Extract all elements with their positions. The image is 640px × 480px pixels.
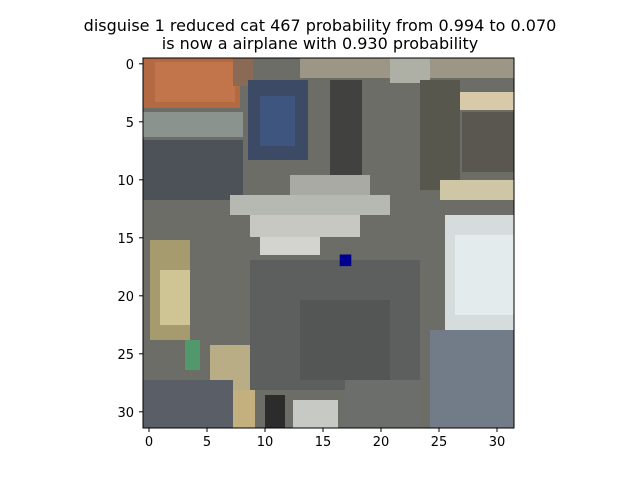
y-tick-label: 30: [117, 406, 134, 421]
y-tick-label: 10: [117, 174, 134, 189]
x-tick-label: 10: [257, 435, 274, 450]
figure-title-line-2: is now a airplane with 0.930 probability: [161, 34, 479, 53]
y-tick-label: 0: [126, 58, 134, 73]
y-tick-label: 15: [117, 232, 134, 247]
figure-title-line-1: disguise 1 reduced cat 467 probability f…: [83, 16, 557, 35]
y-tick-label: 25: [117, 348, 134, 363]
x-tick-label: 30: [489, 435, 506, 450]
y-axis: 0 5 10 15 20 25 30: [117, 58, 143, 421]
pixel-image: [143, 58, 514, 428]
image-frame: [142, 57, 515, 429]
x-axis: 0 5 10 15 20 25 30: [145, 428, 505, 450]
x-tick-label: 20: [373, 435, 390, 450]
x-tick-label: 5: [203, 435, 211, 450]
y-tick-label: 5: [126, 116, 134, 131]
x-tick-label: 0: [145, 435, 153, 450]
x-tick-label: 15: [315, 435, 332, 450]
y-tick-label: 20: [117, 290, 134, 305]
marked-pixel: [339, 254, 352, 267]
x-tick-label: 25: [431, 435, 448, 450]
